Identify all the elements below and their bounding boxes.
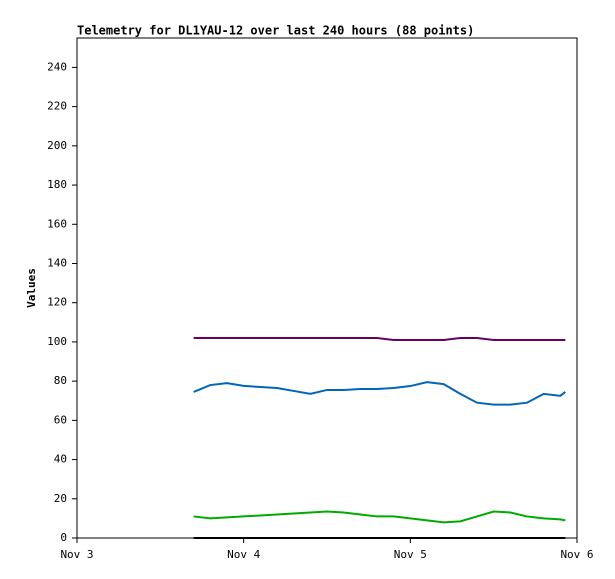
x-tick-label: Nov 6 xyxy=(560,548,593,561)
y-tick-label: 240 xyxy=(47,60,67,73)
y-tick-label: 200 xyxy=(47,139,67,152)
y-tick-label: 120 xyxy=(47,296,67,309)
chart-title: Telemetry for DL1YAU-12 over last 240 ho… xyxy=(77,24,474,38)
y-tick-label: 160 xyxy=(47,217,67,230)
y-tick-label: 180 xyxy=(47,178,67,191)
series-line xyxy=(193,510,566,524)
y-axis-label: Values xyxy=(25,268,38,308)
y-tick-label: 0 xyxy=(60,531,67,544)
y-tick-label: 80 xyxy=(54,374,67,387)
y-tick-label: 40 xyxy=(54,453,67,466)
x-tick-label: Nov 5 xyxy=(394,548,427,561)
y-tick-label: 220 xyxy=(47,100,67,113)
y-tick-label: 100 xyxy=(47,335,67,348)
y-tick-label: 60 xyxy=(54,413,67,426)
x-tick-label: Nov 4 xyxy=(227,548,260,561)
y-tick-label: 140 xyxy=(47,256,67,269)
x-tick-label: Nov 3 xyxy=(60,548,93,561)
series-line xyxy=(193,337,566,341)
y-tick-label: 20 xyxy=(54,492,67,505)
series-line xyxy=(193,381,566,406)
